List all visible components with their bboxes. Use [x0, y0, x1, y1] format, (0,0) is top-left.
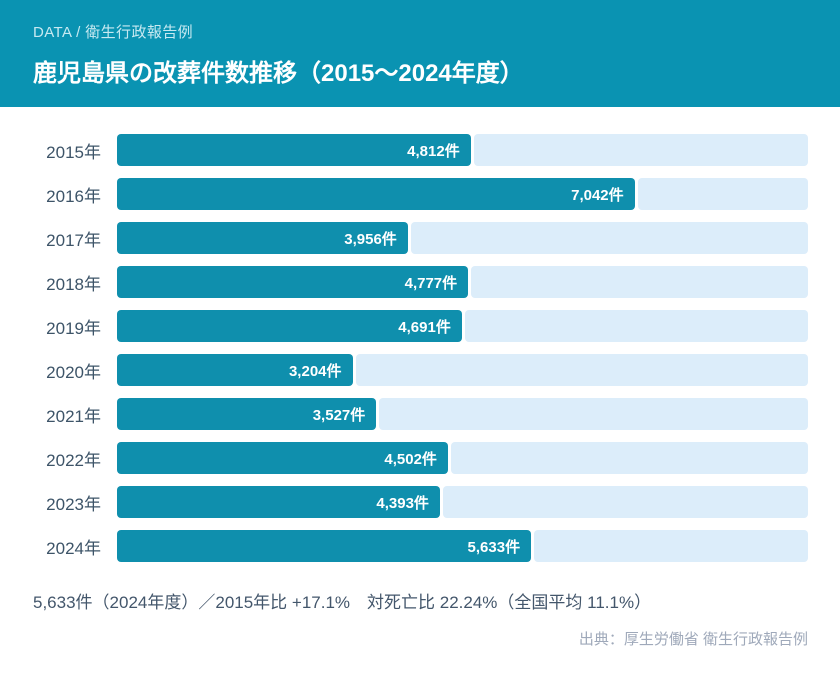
bar-remainder [471, 266, 808, 298]
chart-row: 2022年 4,502件 [33, 442, 808, 474]
year-label: 2015年 [46, 142, 101, 162]
source-text: 出典：厚生労働省 衛生行政報告例 [578, 631, 808, 648]
bar-track: 4,812件 [117, 134, 808, 166]
bar: 4,393件 [117, 486, 440, 518]
bar-track: 4,777件 [117, 266, 808, 298]
value-label: 7,042件 [571, 186, 624, 204]
bar-chart: 2015年 4,812件 2016年 7,042件 2017年 3,956件 2018年 4,… [0, 107, 840, 562]
chart-row: 2023年 4,393件 [33, 486, 808, 518]
chart-row: 2019年 4,691件 [33, 310, 808, 342]
bar-track: 4,393件 [117, 486, 808, 518]
bar-track: 4,691件 [117, 310, 808, 342]
bar-remainder [637, 178, 808, 210]
year-label: 2019年 [46, 318, 101, 338]
value-label: 4,777件 [404, 274, 458, 292]
value-label: 3,204件 [288, 362, 342, 380]
chart-row: 2020年 3,204件 [33, 354, 808, 386]
bar: 3,527件 [117, 398, 377, 430]
bar: 3,956件 [117, 222, 408, 254]
year-label: 2020年 [46, 362, 101, 382]
bar: 7,042件 [117, 178, 635, 210]
summary-text: 5,633件（2024年度）／2015年比 +17.1% 対死亡比 22.24%… [33, 593, 652, 612]
bar-track: 4,502件 [117, 442, 808, 474]
value-label: 4,393件 [376, 494, 429, 512]
bar-remainder [473, 134, 808, 166]
page-title: 鹿児島県の改葬件数推移（2015～2024年度） [33, 60, 524, 87]
bar-track: 5,633件 [117, 530, 808, 562]
bar-track: 3,956件 [117, 222, 808, 254]
bar-remainder [534, 530, 808, 562]
chart-row: 2015年 4,812件 [33, 134, 808, 166]
bar-remainder [464, 310, 808, 342]
value-label: 3,527件 [312, 406, 366, 424]
value-label: 4,502件 [384, 450, 437, 468]
kicker: DATA / 衛生行政報告例 [33, 24, 194, 41]
bar: 4,691件 [117, 310, 462, 342]
value-label: 4,691件 [398, 318, 451, 336]
year-label: 2023年 [46, 494, 101, 514]
bar: 4,777件 [117, 266, 469, 298]
bar-remainder [442, 486, 808, 518]
bar-track: 3,204件 [117, 354, 808, 386]
bar: 4,812件 [117, 134, 471, 166]
chart-row: 2024年 5,633件 [33, 530, 808, 562]
year-label: 2017年 [46, 230, 101, 250]
chart-row: 2021年 3,527件 [33, 398, 808, 430]
bar-remainder [379, 398, 808, 430]
bar-track: 3,527件 [117, 398, 808, 430]
bar: 5,633件 [117, 530, 532, 562]
bar: 4,502件 [117, 442, 448, 474]
value-label: 4,812件 [407, 142, 460, 160]
year-label: 2021年 [46, 406, 101, 426]
year-label: 2022年 [46, 450, 101, 470]
value-label: 5,633件 [467, 538, 521, 556]
header: DATA / 衛生行政報告例 鹿児島県の改葬件数推移（2015～2024年度） [0, 0, 840, 107]
bar-remainder [410, 222, 808, 254]
value-label: 3,956件 [344, 230, 397, 248]
bar-track: 7,042件 [117, 178, 808, 210]
year-label: 2018年 [46, 274, 101, 294]
bar: 3,204件 [117, 354, 353, 386]
chart-row: 2018年 4,777件 [33, 266, 808, 298]
bar-remainder [450, 442, 808, 474]
bar-remainder [355, 354, 808, 386]
chart-row: 2017年 3,956件 [33, 222, 808, 254]
year-label: 2024年 [46, 538, 101, 558]
year-label: 2016年 [46, 186, 101, 206]
chart-row: 2016年 7,042件 [33, 178, 808, 210]
